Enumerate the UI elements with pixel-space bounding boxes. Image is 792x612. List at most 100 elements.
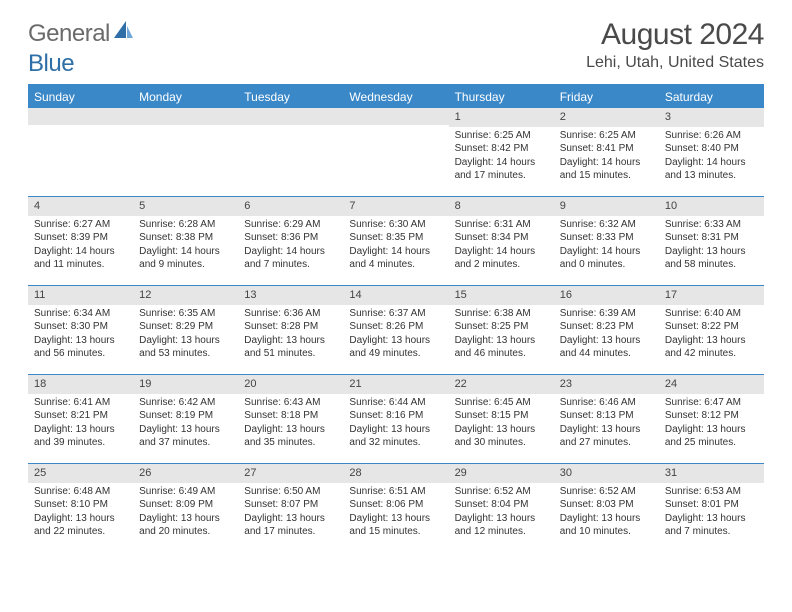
- sunrise-line: Sunrise: 6:53 AM: [665, 485, 758, 499]
- sunset-line: Sunset: 8:16 PM: [349, 409, 442, 423]
- day-details: Sunrise: 6:25 AMSunset: 8:42 PMDaylight:…: [449, 127, 554, 187]
- calendar-cell: 4Sunrise: 6:27 AMSunset: 8:39 PMDaylight…: [28, 197, 133, 285]
- day-details: [28, 125, 133, 131]
- daylight-line: Daylight: 14 hours and 0 minutes.: [560, 245, 653, 272]
- day-number: 18: [28, 375, 133, 394]
- sunrise-line: Sunrise: 6:25 AM: [560, 129, 653, 143]
- sunrise-line: Sunrise: 6:27 AM: [34, 218, 127, 232]
- sunset-line: Sunset: 8:01 PM: [665, 498, 758, 512]
- calendar-grid: SundayMondayTuesdayWednesdayThursdayFrid…: [28, 84, 764, 552]
- day-number: 1: [449, 108, 554, 127]
- calendar-cell: 22Sunrise: 6:45 AMSunset: 8:15 PMDayligh…: [449, 375, 554, 463]
- day-details: Sunrise: 6:30 AMSunset: 8:35 PMDaylight:…: [343, 216, 448, 276]
- calendar-week: 1Sunrise: 6:25 AMSunset: 8:42 PMDaylight…: [28, 108, 764, 196]
- sunset-line: Sunset: 8:15 PM: [455, 409, 548, 423]
- day-details: Sunrise: 6:44 AMSunset: 8:16 PMDaylight:…: [343, 394, 448, 454]
- sunset-line: Sunset: 8:04 PM: [455, 498, 548, 512]
- daylight-line: Daylight: 14 hours and 11 minutes.: [34, 245, 127, 272]
- logo-word-blue: Blue: [28, 50, 764, 78]
- day-number: 26: [133, 464, 238, 483]
- day-details: Sunrise: 6:29 AMSunset: 8:36 PMDaylight:…: [238, 216, 343, 276]
- sunset-line: Sunset: 8:35 PM: [349, 231, 442, 245]
- sunrise-line: Sunrise: 6:51 AM: [349, 485, 442, 499]
- sunset-line: Sunset: 8:33 PM: [560, 231, 653, 245]
- sunrise-line: Sunrise: 6:31 AM: [455, 218, 548, 232]
- sunset-line: Sunset: 8:03 PM: [560, 498, 653, 512]
- day-number: [28, 108, 133, 125]
- sunset-line: Sunset: 8:34 PM: [455, 231, 548, 245]
- sunset-line: Sunset: 8:41 PM: [560, 142, 653, 156]
- day-number: [343, 108, 448, 125]
- daylight-line: Daylight: 13 hours and 10 minutes.: [560, 512, 653, 539]
- daylight-line: Daylight: 13 hours and 56 minutes.: [34, 334, 127, 361]
- day-number: 21: [343, 375, 448, 394]
- day-number: 10: [659, 197, 764, 216]
- day-details: Sunrise: 6:31 AMSunset: 8:34 PMDaylight:…: [449, 216, 554, 276]
- day-details: [238, 125, 343, 131]
- sunset-line: Sunset: 8:26 PM: [349, 320, 442, 334]
- sunset-line: Sunset: 8:28 PM: [244, 320, 337, 334]
- calendar-cell: 3Sunrise: 6:26 AMSunset: 8:40 PMDaylight…: [659, 108, 764, 196]
- calendar-cell: 6Sunrise: 6:29 AMSunset: 8:36 PMDaylight…: [238, 197, 343, 285]
- sunrise-line: Sunrise: 6:42 AM: [139, 396, 232, 410]
- day-details: Sunrise: 6:52 AMSunset: 8:03 PMDaylight:…: [554, 483, 659, 543]
- sunrise-line: Sunrise: 6:34 AM: [34, 307, 127, 321]
- calendar-cell: 14Sunrise: 6:37 AMSunset: 8:26 PMDayligh…: [343, 286, 448, 374]
- sunset-line: Sunset: 8:36 PM: [244, 231, 337, 245]
- day-details: Sunrise: 6:25 AMSunset: 8:41 PMDaylight:…: [554, 127, 659, 187]
- day-details: Sunrise: 6:49 AMSunset: 8:09 PMDaylight:…: [133, 483, 238, 543]
- day-details: [343, 125, 448, 131]
- day-number: 27: [238, 464, 343, 483]
- sunset-line: Sunset: 8:10 PM: [34, 498, 127, 512]
- day-details: Sunrise: 6:53 AMSunset: 8:01 PMDaylight:…: [659, 483, 764, 543]
- sunrise-line: Sunrise: 6:35 AM: [139, 307, 232, 321]
- sunrise-line: Sunrise: 6:39 AM: [560, 307, 653, 321]
- calendar-cell: 1Sunrise: 6:25 AMSunset: 8:42 PMDaylight…: [449, 108, 554, 196]
- sunset-line: Sunset: 8:40 PM: [665, 142, 758, 156]
- weekday-header-row: SundayMondayTuesdayWednesdayThursdayFrid…: [28, 84, 764, 108]
- calendar-cell: 31Sunrise: 6:53 AMSunset: 8:01 PMDayligh…: [659, 464, 764, 552]
- sunrise-line: Sunrise: 6:40 AM: [665, 307, 758, 321]
- sunset-line: Sunset: 8:22 PM: [665, 320, 758, 334]
- sunrise-line: Sunrise: 6:43 AM: [244, 396, 337, 410]
- calendar-cell: 2Sunrise: 6:25 AMSunset: 8:41 PMDaylight…: [554, 108, 659, 196]
- sunrise-line: Sunrise: 6:52 AM: [560, 485, 653, 499]
- daylight-line: Daylight: 14 hours and 17 minutes.: [455, 156, 548, 183]
- sunrise-line: Sunrise: 6:25 AM: [455, 129, 548, 143]
- day-number: 23: [554, 375, 659, 394]
- day-details: Sunrise: 6:48 AMSunset: 8:10 PMDaylight:…: [28, 483, 133, 543]
- day-number: 16: [554, 286, 659, 305]
- daylight-line: Daylight: 13 hours and 35 minutes.: [244, 423, 337, 450]
- calendar-cell: 27Sunrise: 6:50 AMSunset: 8:07 PMDayligh…: [238, 464, 343, 552]
- sunset-line: Sunset: 8:19 PM: [139, 409, 232, 423]
- calendar-cell: 15Sunrise: 6:38 AMSunset: 8:25 PMDayligh…: [449, 286, 554, 374]
- day-number: 8: [449, 197, 554, 216]
- sunrise-line: Sunrise: 6:46 AM: [560, 396, 653, 410]
- daylight-line: Daylight: 14 hours and 13 minutes.: [665, 156, 758, 183]
- sunset-line: Sunset: 8:39 PM: [34, 231, 127, 245]
- daylight-line: Daylight: 13 hours and 30 minutes.: [455, 423, 548, 450]
- day-number: 19: [133, 375, 238, 394]
- weeks-container: 1Sunrise: 6:25 AMSunset: 8:42 PMDaylight…: [28, 108, 764, 552]
- day-details: Sunrise: 6:50 AMSunset: 8:07 PMDaylight:…: [238, 483, 343, 543]
- calendar-cell: 17Sunrise: 6:40 AMSunset: 8:22 PMDayligh…: [659, 286, 764, 374]
- sunrise-line: Sunrise: 6:36 AM: [244, 307, 337, 321]
- weekday-header: Sunday: [28, 86, 133, 108]
- day-number: 12: [133, 286, 238, 305]
- sunset-line: Sunset: 8:13 PM: [560, 409, 653, 423]
- day-details: Sunrise: 6:52 AMSunset: 8:04 PMDaylight:…: [449, 483, 554, 543]
- calendar-page: General August 2024 Lehi, Utah, United S…: [0, 0, 792, 552]
- sunset-line: Sunset: 8:29 PM: [139, 320, 232, 334]
- day-number: 29: [449, 464, 554, 483]
- sunset-line: Sunset: 8:07 PM: [244, 498, 337, 512]
- day-number: 30: [554, 464, 659, 483]
- sunrise-line: Sunrise: 6:38 AM: [455, 307, 548, 321]
- sunrise-line: Sunrise: 6:49 AM: [139, 485, 232, 499]
- sunrise-line: Sunrise: 6:41 AM: [34, 396, 127, 410]
- day-number: 22: [449, 375, 554, 394]
- weekday-header: Friday: [554, 86, 659, 108]
- day-number: 13: [238, 286, 343, 305]
- day-details: Sunrise: 6:36 AMSunset: 8:28 PMDaylight:…: [238, 305, 343, 365]
- day-details: Sunrise: 6:35 AMSunset: 8:29 PMDaylight:…: [133, 305, 238, 365]
- weekday-header: Wednesday: [343, 86, 448, 108]
